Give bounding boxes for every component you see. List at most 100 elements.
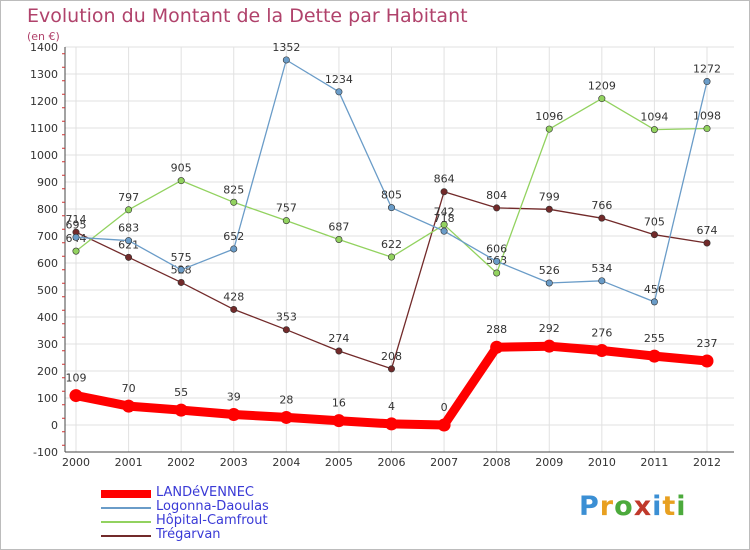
data-label: 606 [486,242,507,255]
y-tick-label: 600 [37,257,58,270]
data-point [493,269,501,277]
data-point [598,214,606,222]
y-tick-label: 200 [37,365,58,378]
data-label: 1234 [325,73,353,86]
data-label: 804 [486,189,507,202]
data-point [282,326,290,334]
logo-letter: i [676,491,687,522]
data-label: 1209 [588,80,616,93]
data-label: 714 [66,213,87,226]
data-point [177,177,185,185]
logo-letter: r [599,491,615,522]
data-point [703,125,711,133]
data-point [493,257,501,265]
data-point [177,278,185,286]
logo-letter: o [614,491,634,522]
y-tick-label: -100 [33,446,58,459]
data-point [650,231,658,239]
data-label: 864 [434,173,455,186]
y-tick-label: 400 [37,311,58,324]
data-label: 674 [697,224,718,237]
data-point [650,298,658,306]
data-point [125,237,133,245]
data-point [122,399,136,413]
y-tick-label: 1300 [30,68,58,81]
logo-letter: i [652,491,663,522]
legend-label: Logonna-Daoulas [156,499,269,514]
x-tick-label: 2010 [588,456,616,469]
data-label: 705 [644,216,665,229]
x-tick-label: 2006 [378,456,406,469]
data-label: 825 [223,183,244,196]
data-label: 1272 [693,63,721,76]
y-tick-label: 1000 [30,149,58,162]
y-tick-label: 500 [37,284,58,297]
data-point [545,125,553,133]
data-label: 534 [591,262,612,275]
data-label: 39 [227,390,241,403]
y-tick-label: 1400 [30,41,58,54]
data-point [282,56,290,64]
data-point [227,407,241,421]
data-point [440,188,448,196]
legend-swatch [101,507,151,509]
logo-letter: P [579,491,600,522]
data-point [703,239,711,247]
data-point [598,95,606,103]
data-label: 55 [174,386,188,399]
data-point [332,414,346,428]
data-label: 757 [276,202,297,215]
data-point [542,339,556,353]
data-label: 742 [434,206,455,219]
data-label: 4 [388,400,395,413]
plot-area [65,47,734,452]
data-label: 1352 [272,41,300,54]
data-label: 255 [644,332,665,345]
chart-subtitle: (en €) [27,30,60,43]
data-point [387,365,395,373]
data-point [335,347,343,355]
data-point [387,204,395,212]
data-label: 575 [171,251,192,264]
data-point [72,247,80,255]
data-point [545,205,553,213]
data-point [335,236,343,244]
x-tick-label: 2004 [272,456,300,469]
data-label: 805 [381,189,402,202]
data-point [69,389,83,403]
data-label: 683 [118,222,139,235]
data-point [72,233,80,241]
data-label: 652 [223,230,244,243]
data-point [440,227,448,235]
data-label: 799 [539,190,560,203]
x-tick-label: 2009 [535,456,563,469]
x-tick-label: 2003 [220,456,248,469]
x-tick-label: 2005 [325,456,353,469]
y-tick-label: 100 [37,392,58,405]
data-point [385,417,398,431]
x-tick-label: 2007 [430,456,458,469]
data-point [595,343,609,357]
y-tick-label: 1200 [30,95,58,108]
x-tick-label: 2008 [483,456,511,469]
data-point [174,403,188,417]
data-point [282,217,290,225]
y-tick-label: 300 [37,338,58,351]
data-label: 109 [66,372,87,385]
data-point [647,349,661,363]
legend-swatch [101,535,151,537]
data-label: 353 [276,311,297,324]
data-point [598,277,606,285]
data-point [125,253,133,261]
data-label: 28 [279,393,293,406]
data-label: 288 [486,323,507,336]
legend-swatch [101,521,151,523]
x-tick-label: 2011 [640,456,668,469]
y-tick-label: 800 [37,203,58,216]
data-label: 1094 [640,111,668,124]
data-point [490,340,504,354]
x-tick-label: 2001 [115,456,143,469]
data-point [125,206,133,214]
logo-letter: x [633,491,653,522]
data-label: 0 [441,401,448,414]
